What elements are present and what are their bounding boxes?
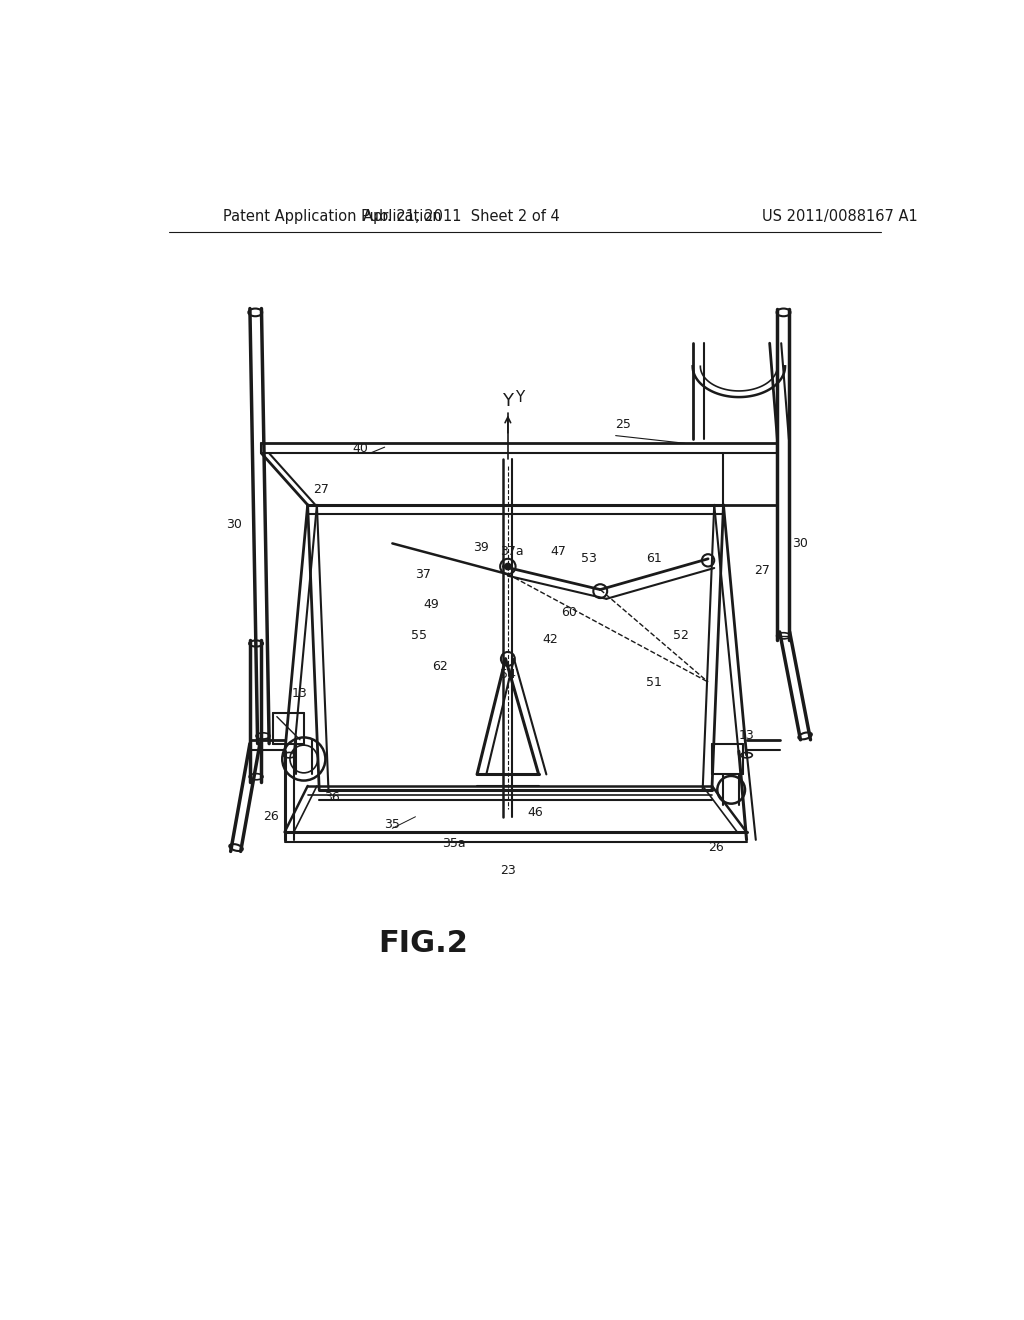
Text: 55: 55 [412, 630, 427, 643]
Text: Apr. 21, 2011  Sheet 2 of 4: Apr. 21, 2011 Sheet 2 of 4 [364, 209, 560, 223]
Text: 52: 52 [673, 630, 689, 643]
Text: 54: 54 [500, 668, 516, 681]
Text: 23: 23 [500, 865, 516, 878]
Text: 37: 37 [415, 568, 431, 581]
Text: 40: 40 [352, 442, 368, 455]
Text: 35: 35 [384, 818, 400, 832]
Text: 61: 61 [646, 552, 663, 565]
Text: 53: 53 [581, 552, 597, 565]
Text: 49: 49 [423, 598, 438, 611]
Text: 30: 30 [226, 517, 243, 531]
Text: Patent Application Publication: Patent Application Publication [223, 209, 441, 223]
Text: 13: 13 [292, 686, 308, 700]
Text: 13: 13 [738, 730, 755, 742]
Text: 27: 27 [754, 564, 770, 577]
Text: US 2011/0088167 A1: US 2011/0088167 A1 [762, 209, 918, 223]
Text: 47: 47 [550, 545, 566, 557]
Text: 25: 25 [615, 417, 632, 430]
Circle shape [505, 564, 511, 570]
Text: 37a: 37a [500, 545, 523, 557]
Text: 60: 60 [561, 606, 578, 619]
Text: 26: 26 [263, 810, 279, 824]
Text: 42: 42 [543, 634, 558, 647]
Text: 46: 46 [527, 807, 543, 820]
Text: 26: 26 [708, 841, 724, 854]
Text: Y: Y [515, 389, 525, 405]
Text: 30: 30 [793, 537, 808, 550]
Text: 35a: 35a [442, 837, 466, 850]
Text: FIG.2: FIG.2 [378, 929, 468, 958]
Text: Y: Y [503, 392, 513, 411]
Text: 62: 62 [432, 660, 447, 673]
Text: 51: 51 [646, 676, 663, 689]
Text: 27: 27 [313, 483, 330, 496]
Text: 36: 36 [325, 791, 340, 804]
Text: 39: 39 [473, 541, 488, 554]
